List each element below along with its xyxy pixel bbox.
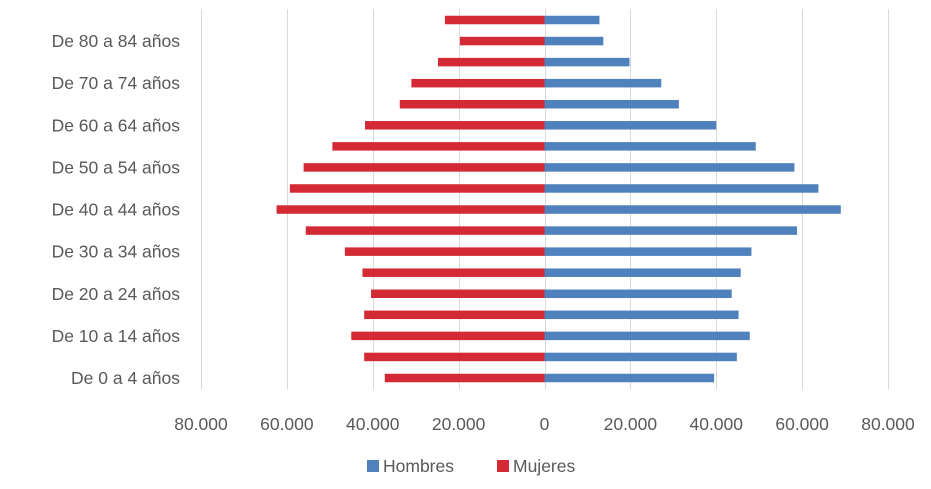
bar-mujeres-12 (365, 121, 545, 130)
x-tick-label: 80.000 (861, 414, 915, 434)
y-tick-label: De 40 a 44 años (52, 200, 181, 220)
bar-hombres-16 (544, 36, 604, 46)
bar-mujeres-5 (362, 268, 545, 277)
legend-label-mujeres: Mujeres (513, 456, 575, 476)
bar-mujeres-11 (332, 142, 545, 151)
y-tick-label: De 0 a 4 años (71, 368, 180, 388)
y-tick-label: De 70 a 74 años (52, 73, 181, 93)
bar-hombres-2 (544, 331, 750, 341)
x-tick-label: 60.000 (775, 414, 829, 434)
bar-mujeres-9 (289, 184, 545, 193)
bar-mujeres-15 (438, 57, 545, 67)
bar-hombres-1 (544, 352, 737, 362)
x-tick-label: 20.000 (432, 414, 486, 434)
y-tick-label: De 10 a 14 años (52, 326, 181, 346)
bar-hombres-11 (544, 142, 756, 151)
bar-mujeres-14 (411, 78, 545, 88)
legend-swatch-hombres (367, 460, 379, 472)
bar-mujeres-3 (364, 310, 545, 320)
x-tick-label: 40.000 (689, 414, 743, 434)
x-tick-label: 60.000 (260, 414, 314, 434)
y-tick-label: De 50 a 54 años (52, 157, 181, 177)
bar-hombres-14 (544, 78, 662, 88)
bar-hombres-7 (544, 226, 797, 235)
bar-hombres-13 (544, 99, 679, 109)
bar-hombres-8 (544, 205, 841, 214)
bar-mujeres-7 (305, 226, 545, 235)
legend-swatch-mujeres (497, 460, 509, 472)
x-tick-label: 40.000 (346, 414, 400, 434)
y-tick-label: De 80 a 84 años (52, 31, 181, 51)
x-tick-label: 80.000 (174, 414, 228, 434)
bar-mujeres-16 (459, 36, 545, 46)
bar-mujeres-4 (371, 289, 545, 299)
bar-mujeres-2 (351, 331, 545, 341)
bar-mujeres-1 (364, 352, 545, 362)
bar-hombres-12 (544, 121, 717, 130)
y-tick-label: De 30 a 34 años (52, 242, 181, 262)
bar-mujeres-10 (303, 163, 545, 172)
bar-hombres-6 (544, 247, 752, 256)
x-tick-label: 20.000 (604, 414, 658, 434)
bar-mujeres-6 (344, 247, 545, 256)
bar-hombres-3 (544, 310, 739, 320)
bar-hombres-15 (544, 57, 630, 67)
bar-hombres-5 (544, 268, 741, 277)
x-tick-label: 0 (540, 414, 550, 434)
bar-hombres-17 (544, 15, 600, 25)
bar-mujeres-8 (276, 205, 545, 214)
bar-hombres-10 (544, 163, 795, 172)
bar-mujeres-17 (444, 15, 545, 25)
y-tick-label: De 20 a 24 años (52, 284, 181, 304)
y-tick-label: De 60 a 64 años (52, 115, 181, 135)
bar-hombres-9 (544, 184, 819, 193)
bar-hombres-4 (544, 289, 732, 299)
bar-mujeres-13 (399, 99, 545, 109)
bar-hombres-0 (544, 373, 715, 383)
legend-label-hombres: Hombres (383, 456, 454, 476)
bar-mujeres-0 (384, 373, 545, 383)
